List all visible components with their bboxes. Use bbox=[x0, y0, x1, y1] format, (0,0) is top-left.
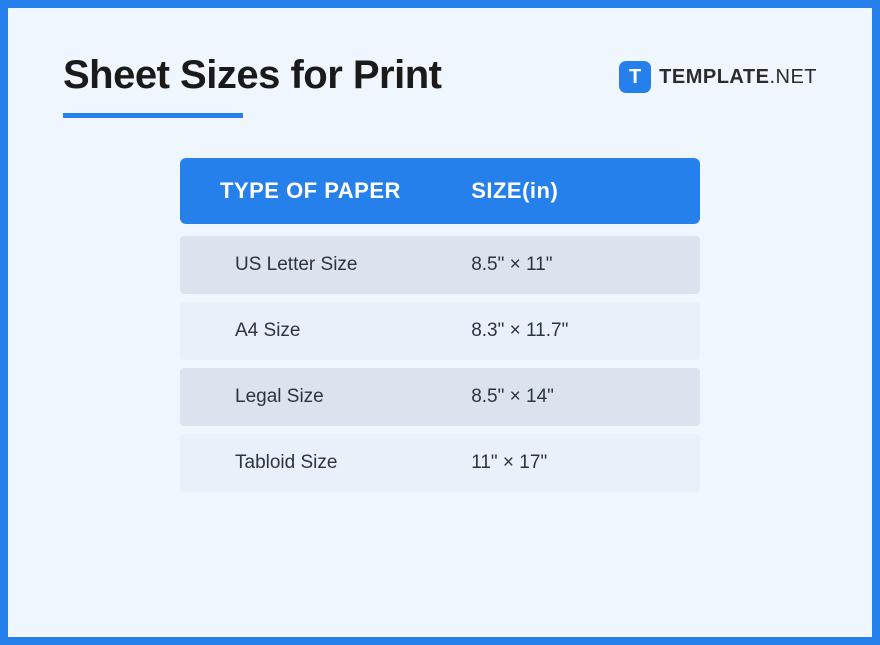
cell-type: A4 Size bbox=[180, 320, 471, 342]
table-row: Tabloid Size 11" × 17" bbox=[180, 434, 700, 492]
table-row: Legal Size 8.5" × 14" bbox=[180, 368, 700, 426]
table-header: TYPE OF PAPER SIZE(in) bbox=[180, 158, 700, 224]
brand-logo: T TEMPLATE.NET bbox=[619, 61, 817, 93]
title-underline bbox=[63, 113, 243, 118]
table-row: US Letter Size 8.5" × 11" bbox=[180, 236, 700, 294]
cell-size: 8.5" × 11" bbox=[471, 254, 700, 276]
logo-text-bold: TEMPLATE bbox=[659, 66, 769, 88]
title-block: Sheet Sizes for Print bbox=[63, 53, 441, 118]
cell-type: US Letter Size bbox=[180, 254, 471, 276]
header-col-size: SIZE(in) bbox=[471, 178, 700, 204]
sizes-table: TYPE OF PAPER SIZE(in) US Letter Size 8.… bbox=[180, 158, 700, 492]
cell-type: Tabloid Size bbox=[180, 452, 471, 474]
logo-text: TEMPLATE.NET bbox=[659, 66, 817, 89]
cell-size: 8.5" × 14" bbox=[471, 386, 700, 408]
logo-icon: T bbox=[619, 61, 651, 93]
cell-size: 8.3" × 11.7" bbox=[471, 320, 700, 342]
header: Sheet Sizes for Print T TEMPLATE.NET bbox=[63, 53, 817, 118]
logo-text-light: .NET bbox=[769, 66, 817, 88]
cell-size: 11" × 17" bbox=[471, 452, 700, 474]
cell-type: Legal Size bbox=[180, 386, 471, 408]
table-row: A4 Size 8.3" × 11.7" bbox=[180, 302, 700, 360]
page-title: Sheet Sizes for Print bbox=[63, 53, 441, 98]
header-col-type: TYPE OF PAPER bbox=[180, 178, 471, 204]
